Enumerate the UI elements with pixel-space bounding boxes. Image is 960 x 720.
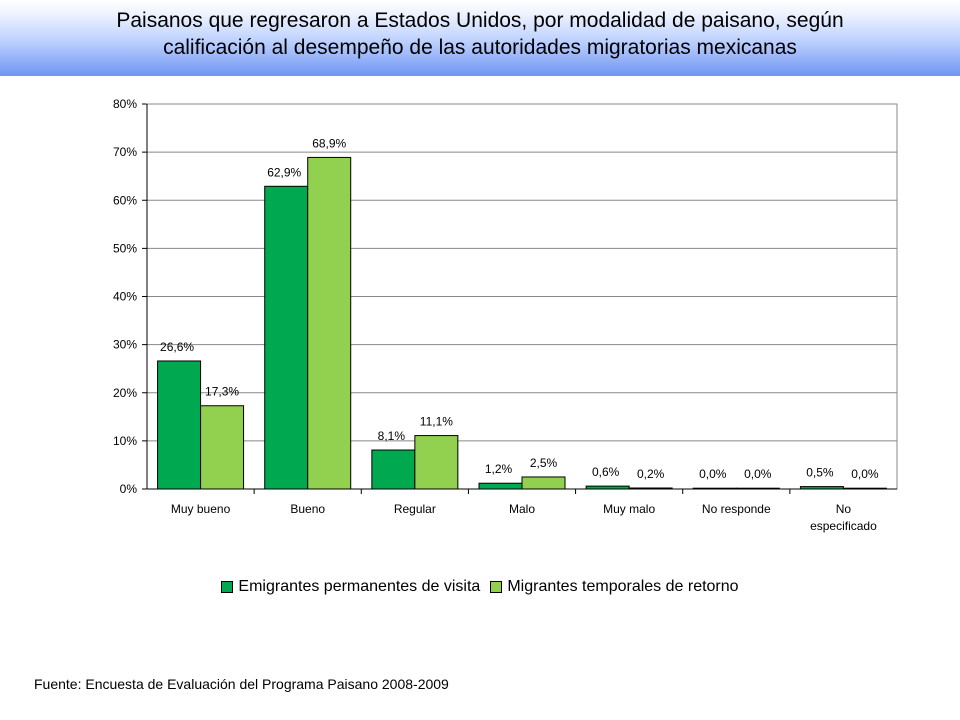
- bar: [264, 185, 309, 490]
- bar: [735, 487, 780, 490]
- data-label: 1,2%: [485, 462, 513, 476]
- chart-title: Paisanos que regresaron a Estados Unidos…: [0, 7, 960, 61]
- legend-swatch-series-1: [221, 581, 234, 593]
- data-label: 11,1%: [420, 415, 453, 429]
- x-tick-label: Regular: [394, 502, 436, 516]
- chart-title-line-1: Paisanos que regresaron a Estados Unidos…: [116, 9, 844, 32]
- y-tick-label: 80%: [113, 97, 137, 111]
- y-tick-label: 30%: [113, 338, 137, 352]
- bar: [692, 487, 737, 490]
- bar: [799, 486, 844, 490]
- data-label: 68,9%: [312, 136, 346, 150]
- data-label: 0,6%: [592, 465, 620, 479]
- bar: [521, 476, 566, 490]
- data-label: 0,5%: [806, 466, 834, 480]
- x-tick-label: No responde: [702, 502, 771, 516]
- x-tick-label: Malo: [509, 502, 535, 516]
- bar: [478, 482, 523, 490]
- legend-label-series-2: Migrantes temporales de retorno: [507, 578, 739, 595]
- legend: Emigrantes permanentes de visita Migrant…: [0, 578, 960, 596]
- y-tick-label: 60%: [113, 193, 137, 207]
- title-banner: [0, 0, 960, 76]
- data-label: 0,2%: [637, 467, 665, 481]
- legend-swatch-series-2: [490, 581, 503, 593]
- y-tick-label: 10%: [113, 434, 137, 448]
- data-label: 0,0%: [744, 467, 772, 481]
- data-label: 8,1%: [378, 429, 406, 443]
- bar: [414, 435, 459, 490]
- source-note: Fuente: Encuesta de Evaluación del Progr…: [34, 676, 449, 692]
- bar: [371, 449, 416, 490]
- bar: [628, 487, 673, 490]
- y-tick-label: 20%: [113, 386, 137, 400]
- x-tick-label: No especificado: [810, 502, 877, 533]
- bar: [307, 156, 352, 490]
- bar: [842, 487, 887, 490]
- x-tick-label: Muy malo: [603, 502, 655, 516]
- data-label: 0,0%: [699, 467, 727, 481]
- y-tick-label: 70%: [113, 145, 137, 159]
- data-label: 2,5%: [530, 456, 558, 470]
- y-tick-label: 40%: [113, 290, 137, 304]
- x-tick-label: Muy bueno: [171, 502, 231, 516]
- bar: [157, 360, 202, 490]
- legend-label-series-1: Emigrantes permanentes de visita: [238, 578, 481, 595]
- chart-title-line-2: calificación al desempeño de las autorid…: [163, 36, 797, 59]
- bar: [585, 485, 630, 490]
- data-label: 62,9%: [267, 165, 301, 179]
- legend-item-series-1: Emigrantes permanentes de visita: [221, 578, 480, 596]
- data-label: 17,3%: [205, 385, 239, 399]
- x-tick-label: Bueno: [290, 502, 325, 516]
- legend-item-series-2: Migrantes temporales de retorno: [490, 578, 739, 596]
- y-tick-label: 50%: [113, 241, 137, 255]
- data-label: 26,6%: [160, 340, 194, 354]
- data-label: 0,0%: [851, 467, 879, 481]
- bar: [200, 405, 245, 490]
- y-tick-label: 0%: [120, 482, 138, 496]
